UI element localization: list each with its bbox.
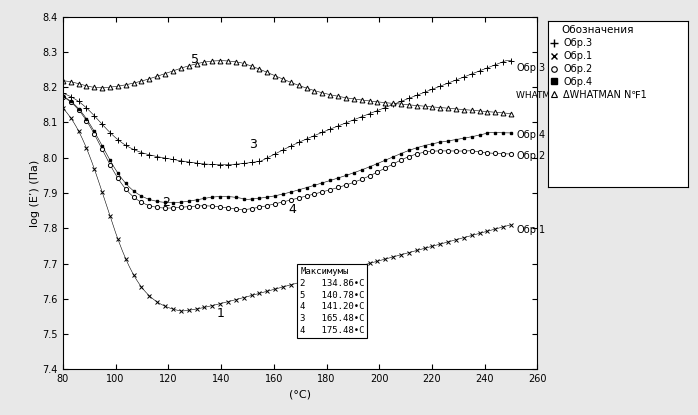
X-axis label: (°C): (°C) [289,390,311,400]
Legend: Обр.3, Обр.1, Обр.2, Обр.4, ΔWHATMAN N℉1: Обр.3, Обр.1, Обр.2, Обр.4, ΔWHATMAN N℉1 [546,22,650,103]
Y-axis label: log (E’) (Па): log (E’) (Па) [30,159,40,227]
Text: Обр.1: Обр.1 [517,225,546,235]
Text: 2: 2 [162,196,170,209]
Text: 4: 4 [288,203,296,216]
Text: 1: 1 [217,307,225,320]
Text: Максимумы
2   134.86•C
5   140.78•C
4   141.20•C
3   165.48•C
4   175.48•C: Максимумы 2 134.86•C 5 140.78•C 4 141.20… [300,267,364,335]
Text: WHATMAN N℉1: WHATMAN N℉1 [517,91,587,100]
Text: Обр.2: Обр.2 [517,151,546,161]
Text: 5: 5 [191,53,199,66]
Text: Обр.3: Обр.3 [517,63,546,73]
Text: 3: 3 [248,138,257,151]
Text: Обр.4: Обр.4 [517,130,546,140]
